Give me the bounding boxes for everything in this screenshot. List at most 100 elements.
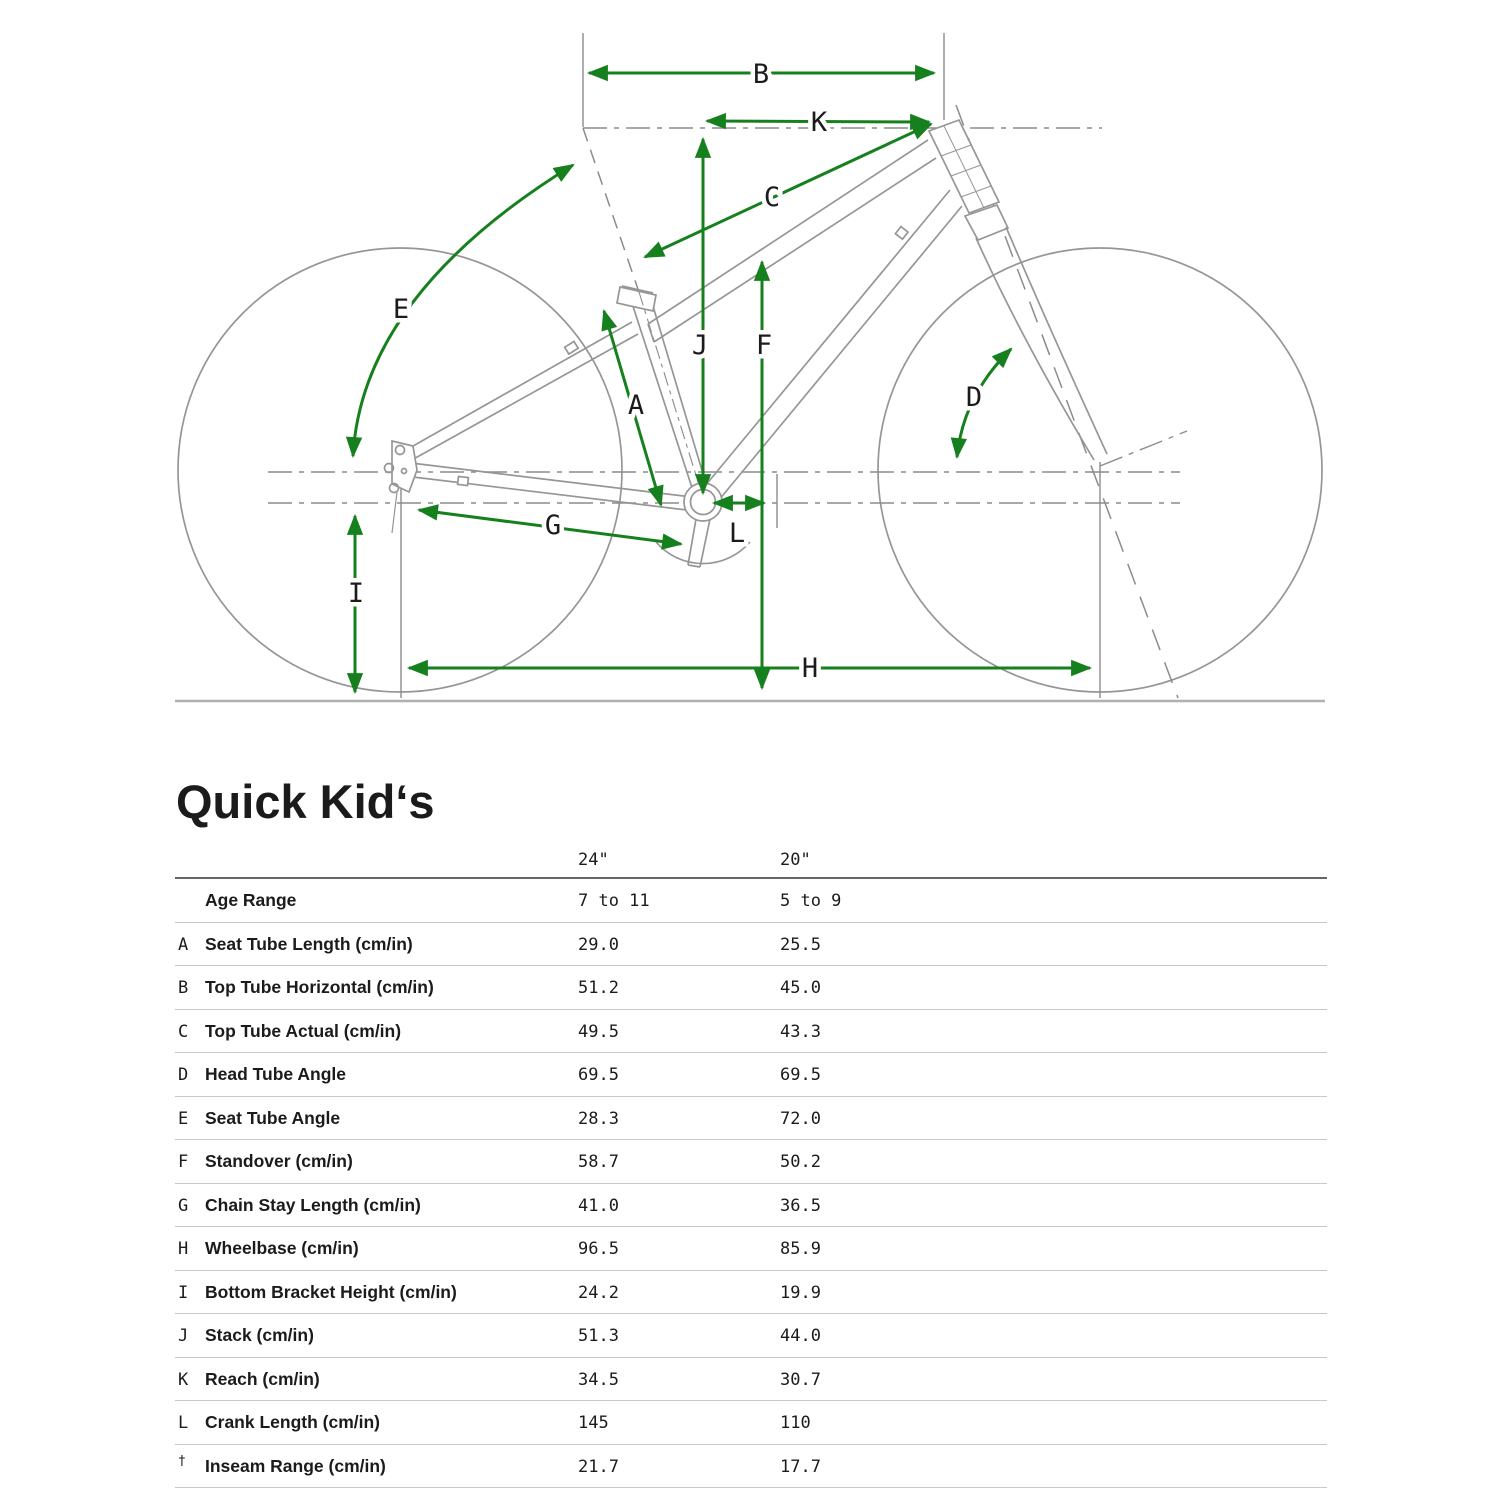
row-letter: B	[178, 978, 189, 998]
row-value-24in: 21.7	[578, 1456, 619, 1477]
label-A: A	[628, 390, 644, 421]
row-value-20in: 69.5	[780, 1065, 821, 1085]
seat-tube-extension-line	[582, 127, 642, 299]
table-row: L Crank Length (cm/in) 145 110	[175, 1401, 1327, 1445]
geometry-table: 24" 20" Age Range 7 to 11 5 to 9 A Seat …	[175, 843, 1327, 1488]
row-label: Stack (cm/in)	[205, 1325, 314, 1345]
label-G: G	[545, 510, 561, 541]
row-value-20in: 85.9	[780, 1239, 821, 1259]
table-row: K Reach (cm/in) 34.5 30.7	[175, 1358, 1327, 1401]
row-value-20in: 45.0	[780, 978, 821, 998]
table-row: H Wheelbase (cm/in) 96.5 85.9	[175, 1227, 1327, 1271]
row-letter: J	[178, 1326, 189, 1346]
row-value-24in: 51.3	[578, 1326, 619, 1346]
row-label: Wheelbase (cm/in)	[205, 1238, 359, 1258]
row-label: Age Range	[205, 890, 297, 910]
page-title: Quick Kid‘s	[176, 775, 435, 828]
row-value-20in: 25.5	[780, 934, 821, 955]
row-letter: C	[178, 1021, 189, 1042]
row-label: Crank Length (cm/in)	[205, 1412, 381, 1432]
row-value-20in: 110	[780, 1413, 811, 1433]
label-F: F	[756, 330, 772, 361]
row-letter: G	[178, 1195, 189, 1216]
fork-offset-line	[1099, 430, 1188, 467]
dimension-labels: B K C E A J F D G L I H	[343, 55, 986, 689]
column-header-24in: 24"	[578, 850, 609, 870]
row-value-20in: 43.3	[780, 1021, 821, 1042]
table-row: E Seat Tube Angle 28.3 72.0	[175, 1097, 1327, 1140]
row-value-20in: 72.0	[780, 1108, 821, 1129]
row-value-24in: 51.2	[578, 978, 619, 998]
label-I: I	[348, 578, 364, 609]
row-value-24in: 34.5	[578, 1369, 619, 1390]
row-label: Top Tube Horizontal (cm/in)	[205, 977, 434, 997]
table-row: D Head Tube Angle 69.5 69.5	[175, 1053, 1327, 1097]
row-letter: K	[178, 1369, 189, 1390]
row-value-24in: 24.2	[578, 1282, 619, 1303]
chainstay-fitting	[456, 475, 470, 487]
row-letter-dagger: †	[178, 1453, 186, 1469]
label-J: J	[692, 330, 708, 361]
label-D: D	[966, 382, 982, 413]
row-value-24in: 58.7	[578, 1152, 619, 1172]
row-label: Chain Stay Length (cm/in)	[205, 1194, 421, 1215]
row-value-20in: 50.2	[780, 1152, 821, 1172]
row-letter: F	[178, 1152, 189, 1172]
label-H: H	[802, 653, 818, 684]
row-value-24in: 69.5	[578, 1065, 619, 1085]
row-value-24in: 28.3	[578, 1108, 619, 1129]
row-letter: H	[178, 1239, 189, 1259]
arrow-E	[345, 163, 575, 459]
row-label: Seat Tube Angle	[205, 1107, 341, 1128]
row-value-24in: 96.5	[578, 1239, 619, 1259]
column-header-20in: 20"	[780, 850, 811, 870]
row-value-20in: 30.7	[780, 1369, 821, 1390]
row-value-20in: 44.0	[780, 1326, 821, 1346]
row-value-20in: 36.5	[780, 1195, 821, 1216]
row-letter: I	[178, 1282, 189, 1303]
label-L: L	[729, 518, 745, 549]
table-row: F Standover (cm/in) 58.7 50.2	[175, 1140, 1327, 1184]
row-label: Seat Tube Length (cm/in)	[205, 933, 413, 954]
row-letter: E	[178, 1108, 189, 1129]
row-label: Bottom Bracket Height (cm/in)	[205, 1281, 457, 1302]
table-row: A Seat Tube Length (cm/in) 29.0 25.5	[175, 923, 1327, 966]
row-value-24in: 7 to 11	[578, 891, 650, 911]
table-row: † Inseam Range (cm/in) 21.7 17.7	[175, 1445, 1327, 1488]
table-row: J Stack (cm/in) 51.3 44.0	[175, 1314, 1327, 1358]
dimension-arrows	[345, 64, 1093, 695]
bike-geometry-diagram: B K C E A J F D G L I H	[175, 33, 1325, 703]
row-value-20in: 5 to 9	[780, 891, 842, 911]
arrow-C	[643, 122, 933, 259]
row-label: Head Tube Angle	[205, 1064, 346, 1084]
bike-frame	[383, 118, 1108, 568]
row-label: Reach (cm/in)	[205, 1368, 320, 1389]
table-row: G Chain Stay Length (cm/in) 41.0 36.5	[175, 1184, 1327, 1227]
table-header-row: 24" 20"	[175, 843, 1327, 879]
table-row: Age Range 7 to 11 5 to 9	[175, 879, 1327, 923]
downtube-cable-stop	[894, 225, 910, 241]
row-letter: A	[178, 934, 189, 955]
row-label: Top Tube Actual (cm/in)	[205, 1020, 402, 1041]
label-K: K	[811, 107, 828, 138]
row-label: Standover (cm/in)	[205, 1151, 353, 1171]
arrow-K	[704, 112, 932, 131]
label-B: B	[753, 59, 769, 90]
row-label: Inseam Range (cm/in)	[205, 1455, 386, 1476]
table-row: I Bottom Bracket Height (cm/in) 24.2 19.…	[175, 1271, 1327, 1314]
fork-crown	[963, 203, 1010, 242]
table-row: B Top Tube Horizontal (cm/in) 51.2 45.0	[175, 966, 1327, 1010]
row-value-24in: 49.5	[578, 1021, 619, 1042]
row-letter: L	[178, 1413, 189, 1433]
arrow-G	[416, 504, 684, 550]
seatstay-cable-stop	[563, 340, 580, 356]
row-value-24in: 41.0	[578, 1195, 619, 1216]
arrow-D	[950, 347, 1013, 460]
arrow-A	[601, 308, 664, 508]
table-row: C Top Tube Actual (cm/in) 49.5 43.3	[175, 1010, 1327, 1053]
row-value-24in: 145	[578, 1413, 609, 1433]
fork-blades	[975, 226, 1108, 461]
row-value-24in: 29.0	[578, 934, 619, 955]
row-letter: D	[178, 1065, 189, 1085]
